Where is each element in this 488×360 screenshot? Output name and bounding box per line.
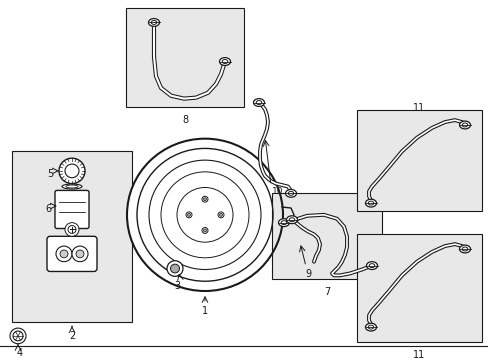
Circle shape (60, 250, 68, 258)
Ellipse shape (285, 189, 296, 197)
Circle shape (127, 139, 283, 291)
Ellipse shape (170, 264, 179, 273)
Text: 2: 2 (69, 331, 75, 341)
Circle shape (76, 250, 84, 258)
Circle shape (65, 222, 79, 236)
Circle shape (10, 328, 26, 344)
Text: 11: 11 (412, 103, 424, 113)
Circle shape (68, 226, 76, 233)
Text: 4: 4 (17, 348, 23, 357)
Ellipse shape (278, 219, 289, 226)
FancyBboxPatch shape (47, 236, 97, 271)
Text: 10: 10 (271, 188, 283, 197)
Bar (356, 234, 481, 342)
Ellipse shape (66, 185, 78, 188)
Bar (126, 8, 244, 107)
Circle shape (218, 212, 224, 218)
Bar (271, 193, 381, 279)
Ellipse shape (459, 121, 469, 129)
Ellipse shape (253, 99, 264, 107)
Text: 7: 7 (323, 287, 329, 297)
Circle shape (13, 331, 23, 341)
Bar (12, 151, 132, 322)
Circle shape (185, 212, 192, 218)
Ellipse shape (62, 184, 82, 189)
Circle shape (203, 198, 206, 201)
Text: 9: 9 (305, 269, 310, 279)
Text: 3: 3 (174, 281, 180, 291)
Text: 8: 8 (182, 115, 188, 125)
Circle shape (187, 213, 190, 216)
Circle shape (65, 164, 79, 178)
Circle shape (202, 196, 207, 202)
Circle shape (59, 158, 85, 184)
Bar (356, 111, 481, 211)
Circle shape (72, 246, 88, 262)
Circle shape (219, 213, 222, 216)
Ellipse shape (167, 261, 183, 276)
Ellipse shape (365, 323, 376, 331)
Text: 11: 11 (412, 350, 424, 360)
Circle shape (203, 229, 206, 232)
Ellipse shape (365, 199, 376, 207)
Ellipse shape (219, 58, 230, 66)
Circle shape (56, 246, 72, 262)
Ellipse shape (366, 262, 377, 270)
Ellipse shape (286, 216, 297, 224)
Ellipse shape (459, 245, 469, 253)
Text: 6: 6 (45, 204, 51, 214)
FancyBboxPatch shape (55, 190, 89, 229)
Text: 5: 5 (47, 169, 53, 179)
Ellipse shape (148, 19, 159, 26)
Circle shape (202, 228, 207, 233)
Text: 1: 1 (202, 306, 207, 316)
